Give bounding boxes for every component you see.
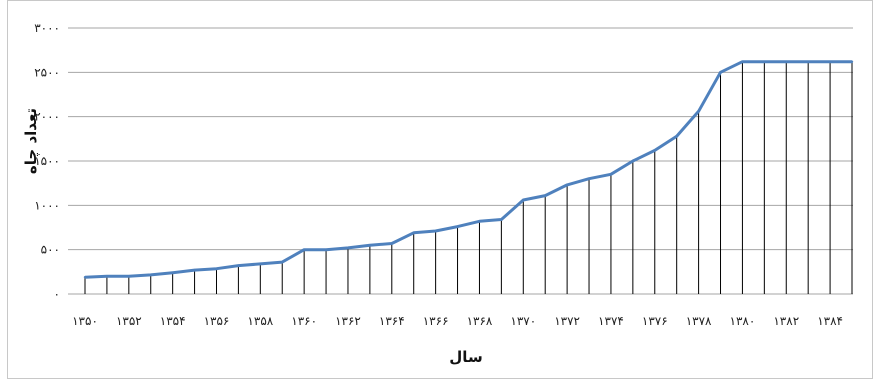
data-point [456, 225, 459, 228]
data-point [675, 134, 678, 138]
x-tick-label: ۱۳۶۸ [467, 314, 493, 328]
data-point [544, 194, 547, 197]
data-point [785, 60, 788, 63]
y-tick-label: ۳۰۰۰ [34, 21, 60, 35]
x-tick-label: ۱۳۶۴ [379, 314, 405, 328]
data-point [631, 159, 635, 163]
data-point [171, 271, 174, 274]
data-point [302, 248, 306, 251]
data-point [105, 275, 109, 278]
data-point [565, 183, 569, 187]
x-tick-label: ۱۳۵۴ [160, 314, 186, 328]
data-point [719, 71, 722, 74]
data-point [83, 275, 87, 279]
chart-frame: ۰ ۵۰۰ ۱۰۰۰ ۱۵۰۰ ۲۰۰۰ ۲۵۰۰ ۳۰۰۰ ۱۳۵۰ ۱۳۵۲ ۱۳۵۴ ۱۳۵… [7, 0, 873, 379]
x-tick-label: ۱۳۵۸ [247, 314, 273, 328]
data-point [434, 229, 437, 233]
data-point [368, 244, 372, 247]
x-tick-label: ۱۳۷۴ [598, 314, 624, 328]
data-point [324, 248, 328, 251]
x-tick-label: ۱۳۵۶ [204, 314, 230, 328]
data-point [412, 231, 415, 235]
data-point [806, 60, 810, 63]
data-point [741, 60, 744, 63]
x-tick-label: ۱۳۷۶ [642, 314, 668, 328]
x-tick-label: ۱۳۸۴ [817, 314, 843, 328]
x-axis-ticks: ۱۳۵۰ ۱۳۵۲ ۱۳۵۴ ۱۳۵۶ ۱۳۵۸ ۱۳۶۰ ۱۳۶۲ ۱۳۶۴ ۱۳۶۶ ۱۳۶۸… [72, 314, 843, 328]
data-point [237, 264, 240, 267]
x-tick-label: ۱۳۶۲ [335, 314, 361, 328]
data-point [478, 220, 481, 223]
data-point [653, 149, 656, 152]
series-line [84, 60, 852, 279]
data-point [828, 60, 832, 63]
x-tick-label: ۱۳۸۲ [773, 314, 799, 328]
data-point [259, 262, 262, 266]
data-point [390, 242, 393, 245]
y-tick-label: ۲۵۰۰ [34, 65, 60, 79]
y-tick-label: ۱۰۰۰ [34, 198, 60, 212]
y-axis-title: تعداد چاه [22, 108, 41, 174]
data-point [763, 60, 766, 63]
data-point [697, 110, 700, 113]
x-axis-title: سال [449, 348, 482, 366]
data-point [215, 267, 218, 270]
y-tick-label: ۲۰۰۰ [34, 110, 60, 124]
y-tick-label: ۵۰۰ [41, 243, 60, 257]
y-axis-ticks: ۰ ۵۰۰ ۱۰۰۰ ۱۵۰۰ ۲۰۰۰ ۲۵۰۰ ۳۰۰۰ [34, 21, 60, 301]
data-point [500, 218, 503, 221]
y-tick-label: ۰ [54, 287, 60, 301]
data-point [587, 177, 591, 180]
data-point [127, 275, 131, 278]
x-tick-label: ۱۳۸۰ [730, 314, 756, 328]
data-point [149, 273, 152, 277]
data-point [522, 198, 525, 202]
gridlines [68, 27, 853, 295]
x-tick-label: ۱۳۵۰ [72, 314, 98, 328]
drop-lines [84, 61, 853, 294]
data-point [850, 60, 854, 63]
series-layer [83, 60, 854, 279]
x-tick-label: ۱۳۷۰ [510, 314, 536, 328]
data-point [346, 246, 350, 250]
x-tick-label: ۱۳۷۲ [554, 314, 580, 328]
x-tick-label: ۱۳۷۸ [686, 314, 712, 328]
data-point [609, 173, 613, 176]
x-tick-label: ۱۳۵۲ [116, 314, 142, 328]
y-tick-label: ۱۵۰۰ [34, 154, 60, 168]
x-tick-label: ۱۳۶۰ [291, 314, 317, 328]
x-tick-label: ۱۳۶۶ [423, 314, 449, 328]
data-point [281, 260, 284, 264]
data-point [193, 268, 196, 272]
